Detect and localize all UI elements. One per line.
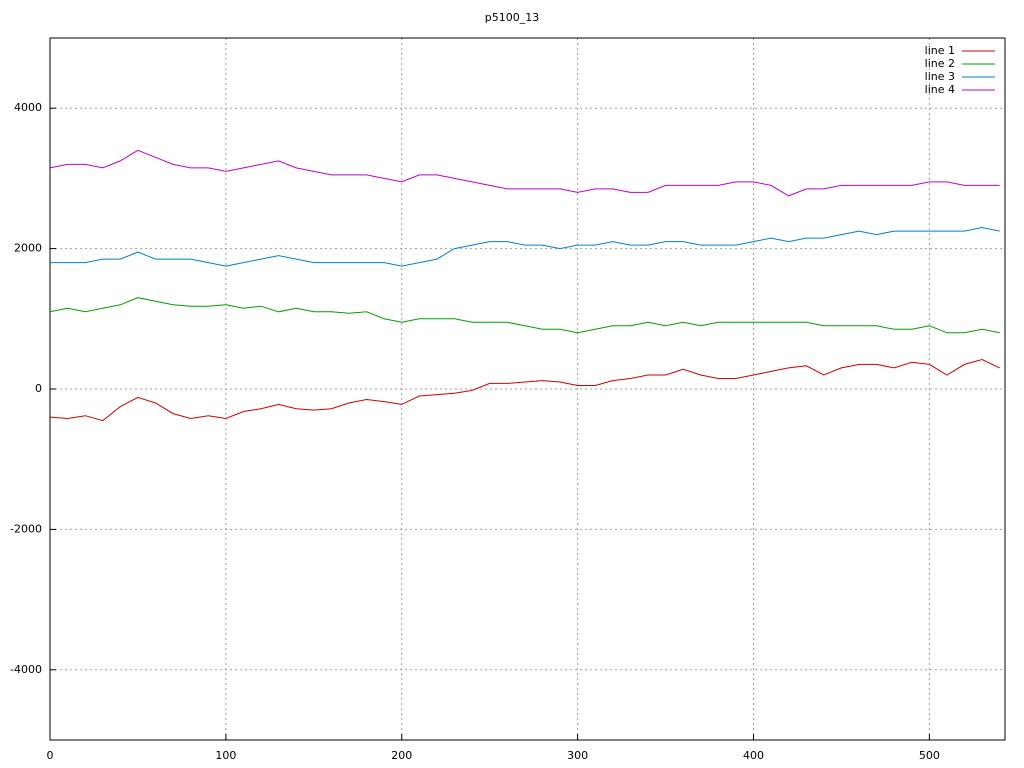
legend-label: line 4	[925, 83, 955, 96]
y-tick-label: 2000	[14, 242, 42, 255]
x-tick-label: 100	[215, 749, 236, 762]
y-tick-label: 4000	[14, 101, 42, 114]
legend-label: line 3	[925, 70, 955, 83]
chart-title: p5100_13	[485, 11, 539, 24]
x-tick-label: 0	[47, 749, 54, 762]
legend-label: line 1	[925, 44, 955, 57]
x-tick-label: 200	[391, 749, 412, 762]
y-tick-label: -2000	[10, 522, 42, 535]
x-tick-label: 400	[743, 749, 764, 762]
plot-border	[49, 37, 1006, 741]
y-tick-label: 0	[35, 382, 42, 395]
data-line	[49, 297, 1000, 334]
legend-label: line 2	[925, 57, 955, 70]
y-tick-label: -4000	[10, 663, 42, 676]
data-line	[50, 226, 1000, 267]
data-line	[49, 149, 1000, 197]
x-tick-label: 500	[919, 749, 940, 762]
x-tick-label: 300	[567, 749, 588, 762]
data-line	[49, 358, 1000, 422]
